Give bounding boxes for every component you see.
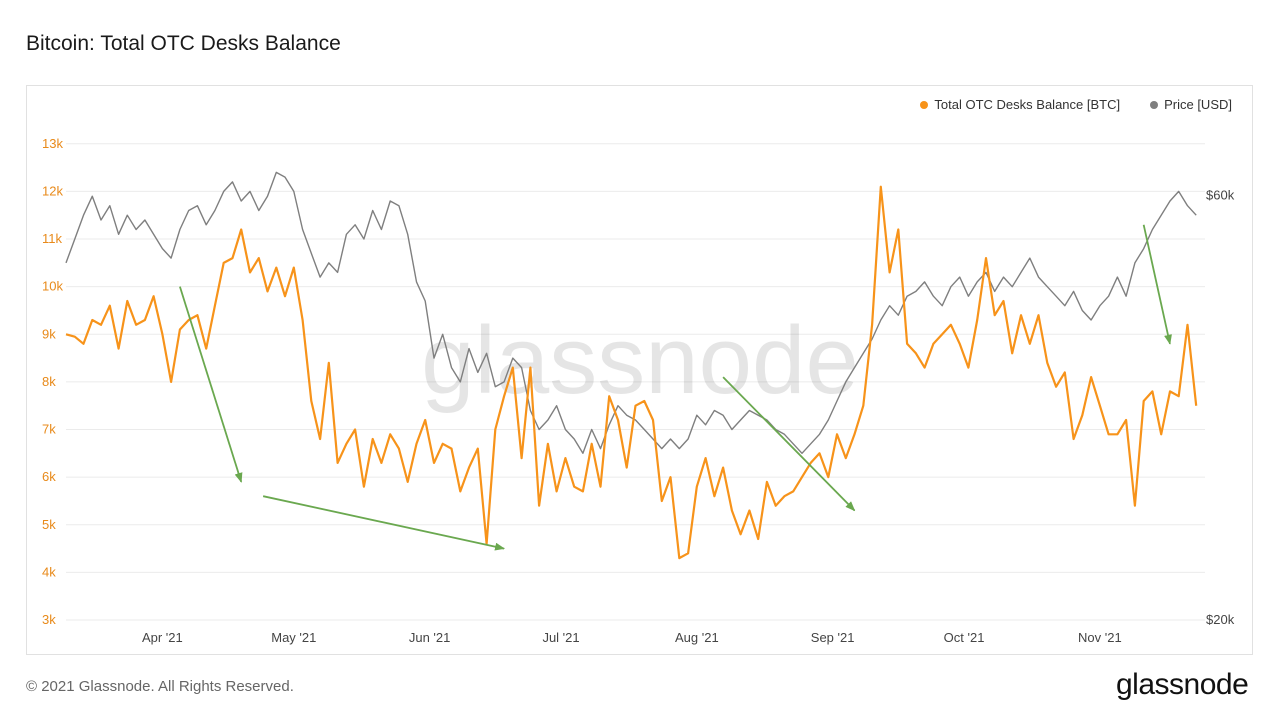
legend-dot-balance (920, 100, 929, 109)
trend-arrow (179, 286, 243, 483)
y-right-tick-label: $60k (1206, 187, 1235, 202)
y-left-tick-label: 12k (42, 183, 63, 198)
x-tick-label: Nov '21 (1078, 630, 1122, 645)
x-tick-label: Sep '21 (811, 630, 855, 645)
legend-dot-price (1150, 100, 1159, 109)
y-left-tick-label: 4k (42, 564, 56, 579)
trend-arrow (1142, 224, 1172, 345)
balance-series-line (65, 185, 1198, 560)
grid-layer (66, 143, 1205, 621)
trend-arrow (722, 376, 856, 512)
legend-label-price: Price [USD] (1164, 97, 1232, 112)
chart-svg: glassnode 3k 4k 5k 6k 7k 8k 9k 10k 11k 12k 13k $20k… (42, 136, 1235, 645)
y-left-tick-label: 3k (42, 612, 56, 627)
y-left-tick-label: 7k (42, 422, 56, 437)
x-tick-label: Jul '21 (542, 630, 579, 645)
trend-arrow (262, 495, 506, 551)
legend-item-balance[interactable]: Total OTC Desks Balance [BTC] (920, 97, 1120, 112)
y-left-tick-label: 13k (42, 136, 63, 151)
legend-label-balance: Total OTC Desks Balance [BTC] (934, 97, 1121, 112)
series-layer (65, 171, 1198, 560)
brand-logo: glassnode (1116, 668, 1249, 701)
x-tick-label: Oct '21 (944, 630, 985, 645)
y-left-tick-label: 6k (42, 469, 56, 484)
x-tick-label: May '21 (271, 630, 316, 645)
y-left-tick-label: 9k (42, 326, 56, 341)
x-tick-label: Aug '21 (675, 630, 719, 645)
y-left-tick-label: 10k (42, 279, 63, 294)
price-series-line (65, 171, 1197, 454)
legend-item-price[interactable]: Price [USD] (1150, 97, 1232, 112)
annotation-layer (179, 224, 1172, 551)
copyright-footer: © 2021 Glassnode. All Rights Reserved. (26, 678, 294, 695)
y-left-tick-label: 8k (42, 374, 56, 389)
y-right-tick-label: $20k (1206, 612, 1235, 627)
axis-layer: 3k 4k 5k 6k 7k 8k 9k 10k 11k 12k 13k $20k $60k Apr '2… (42, 136, 1235, 645)
x-tick-label: Apr '21 (142, 630, 183, 645)
chart-title: Bitcoin: Total OTC Desks Balance (26, 32, 341, 55)
x-tick-label: Jun '21 (409, 630, 451, 645)
legend: Total OTC Desks Balance [BTC] Price [USD… (920, 97, 1232, 112)
chart-frame (26, 85, 1253, 655)
y-left-tick-label: 11k (42, 231, 62, 246)
y-left-tick-label: 5k (42, 517, 56, 532)
watermark-text: glassnode (421, 307, 859, 414)
